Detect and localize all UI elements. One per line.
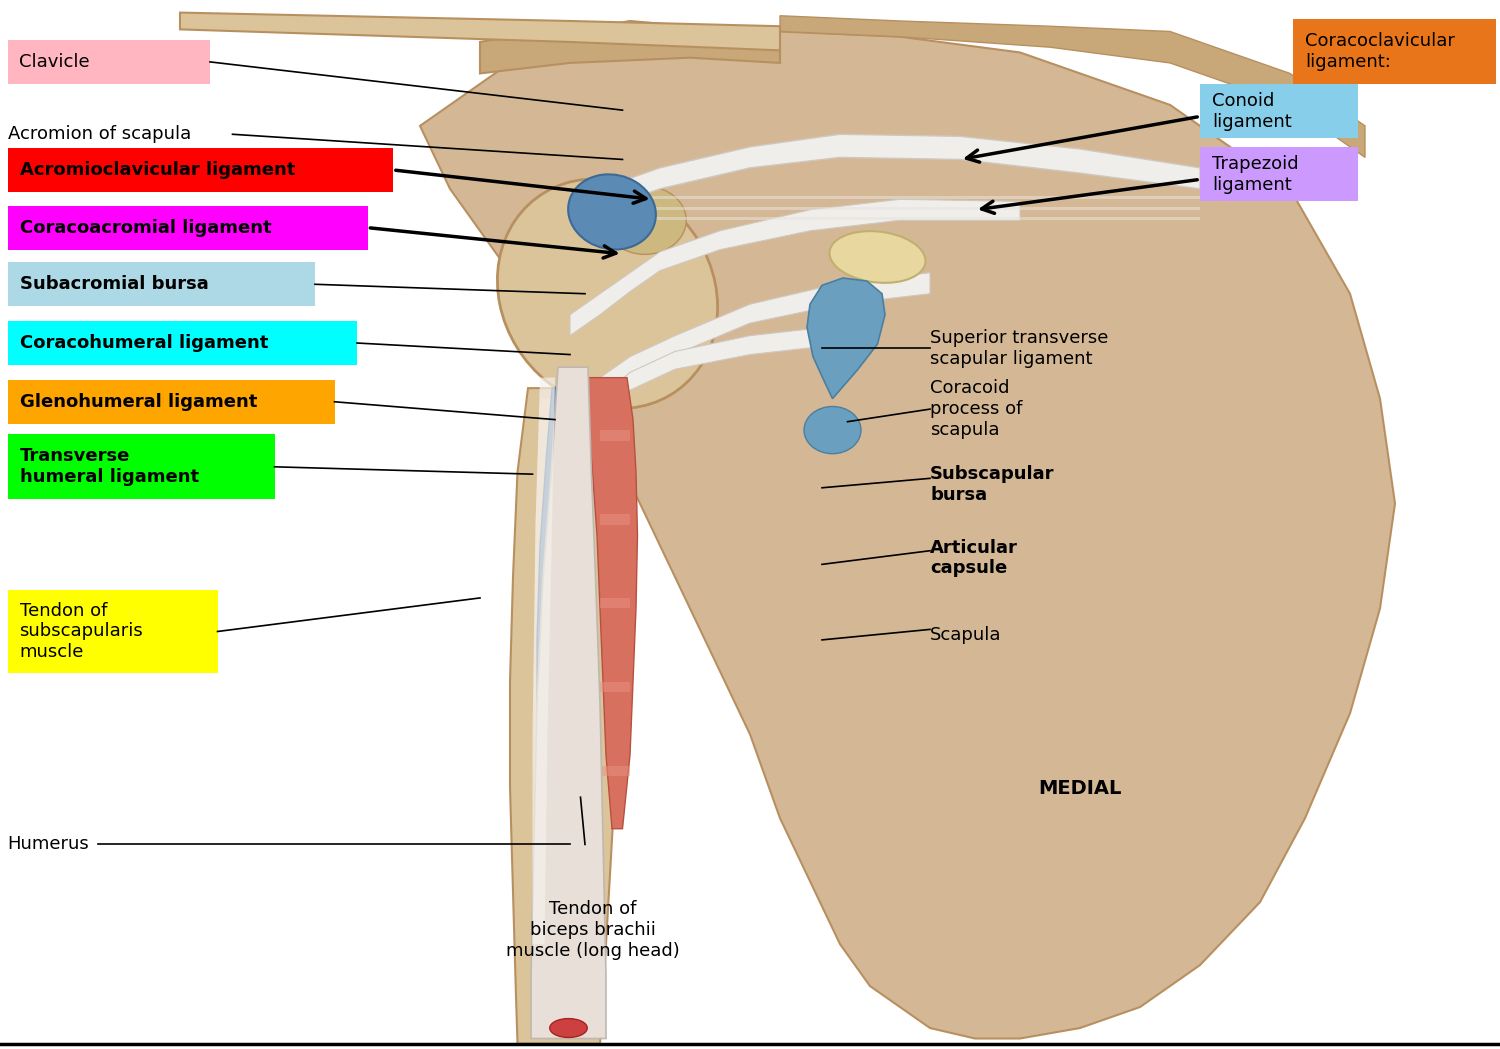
Polygon shape xyxy=(537,388,573,839)
Ellipse shape xyxy=(568,174,656,250)
Polygon shape xyxy=(600,217,1200,220)
Ellipse shape xyxy=(603,187,686,254)
Polygon shape xyxy=(582,378,638,829)
Text: Coracoclavicular
ligament:: Coracoclavicular ligament: xyxy=(1305,33,1455,70)
Text: Transverse
humeral ligament: Transverse humeral ligament xyxy=(20,448,198,486)
FancyBboxPatch shape xyxy=(1293,19,1496,84)
Text: Clavicle: Clavicle xyxy=(20,52,90,71)
FancyBboxPatch shape xyxy=(8,148,393,192)
Polygon shape xyxy=(570,199,1020,336)
Text: Scapula: Scapula xyxy=(930,625,1002,644)
Text: Humerus: Humerus xyxy=(8,835,90,854)
Text: Tendon of
biceps brachii
muscle (long head): Tendon of biceps brachii muscle (long he… xyxy=(506,900,680,960)
Polygon shape xyxy=(480,26,780,73)
FancyBboxPatch shape xyxy=(8,206,368,250)
Polygon shape xyxy=(600,430,630,441)
Text: Acromion of scapula: Acromion of scapula xyxy=(8,125,190,144)
Text: Superior transverse
scapular ligament: Superior transverse scapular ligament xyxy=(930,329,1108,367)
Text: Articular
capsule: Articular capsule xyxy=(930,539,1019,577)
Ellipse shape xyxy=(549,1019,588,1037)
Polygon shape xyxy=(600,514,630,524)
Polygon shape xyxy=(531,367,606,1039)
Polygon shape xyxy=(600,134,1200,210)
Polygon shape xyxy=(600,766,630,776)
Text: Coracoacromial ligament: Coracoacromial ligament xyxy=(20,218,272,237)
Text: Coracohumeral ligament: Coracohumeral ligament xyxy=(20,334,268,352)
Polygon shape xyxy=(180,13,780,50)
Polygon shape xyxy=(600,682,630,692)
Text: Subscapular
bursa: Subscapular bursa xyxy=(930,466,1054,504)
FancyBboxPatch shape xyxy=(8,434,274,499)
Text: Conoid
ligament: Conoid ligament xyxy=(1212,92,1292,130)
Text: Glenohumeral ligament: Glenohumeral ligament xyxy=(20,392,256,411)
Polygon shape xyxy=(600,196,1200,199)
FancyBboxPatch shape xyxy=(8,262,315,306)
FancyBboxPatch shape xyxy=(8,321,357,365)
FancyBboxPatch shape xyxy=(8,590,217,673)
Ellipse shape xyxy=(804,407,861,453)
Polygon shape xyxy=(510,388,620,1044)
Text: Coracoid
process of
scapula: Coracoid process of scapula xyxy=(930,380,1023,438)
Ellipse shape xyxy=(498,179,717,408)
Polygon shape xyxy=(555,273,930,441)
Polygon shape xyxy=(600,598,630,608)
Polygon shape xyxy=(534,399,560,1039)
Polygon shape xyxy=(600,207,1200,210)
Polygon shape xyxy=(532,378,555,944)
Polygon shape xyxy=(780,16,1365,157)
FancyBboxPatch shape xyxy=(8,380,334,424)
Polygon shape xyxy=(543,327,825,524)
FancyBboxPatch shape xyxy=(1200,84,1358,138)
Text: Subacromial bursa: Subacromial bursa xyxy=(20,275,208,294)
Ellipse shape xyxy=(830,231,926,283)
Polygon shape xyxy=(420,21,1395,1039)
Polygon shape xyxy=(807,278,885,399)
Text: MEDIAL: MEDIAL xyxy=(1038,779,1122,798)
Text: Acromioclavicular ligament: Acromioclavicular ligament xyxy=(20,160,296,179)
FancyBboxPatch shape xyxy=(8,40,210,84)
Text: Trapezoid
ligament: Trapezoid ligament xyxy=(1212,155,1299,193)
Text: Tendon of
subscapularis
muscle: Tendon of subscapularis muscle xyxy=(20,602,144,661)
FancyBboxPatch shape xyxy=(1200,147,1358,201)
